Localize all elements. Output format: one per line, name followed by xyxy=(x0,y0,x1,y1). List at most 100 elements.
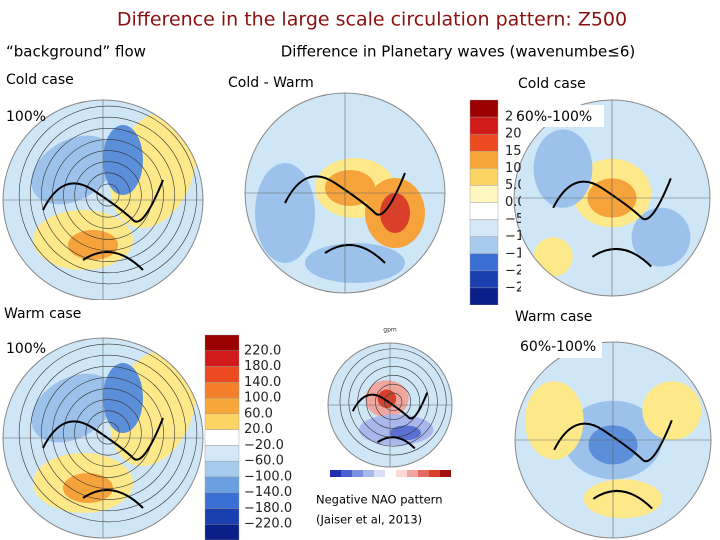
colorbar-label: −140.0 xyxy=(244,485,292,500)
colorbar-swatch xyxy=(469,133,499,152)
colorbar-label: 10.0 xyxy=(505,161,534,176)
inset-swatch xyxy=(363,470,374,477)
map-body xyxy=(3,100,203,300)
label: 60%-100% xyxy=(520,339,596,355)
map-anomaly xyxy=(103,125,143,195)
colorbar-label: −15 xyxy=(505,246,532,261)
label: 60%-100% xyxy=(516,109,592,125)
inset-swatch xyxy=(407,470,418,477)
map-contour xyxy=(74,161,142,229)
inset-swatch xyxy=(396,470,407,477)
map-edge xyxy=(2,337,204,539)
inset-unit: gpm xyxy=(383,327,397,334)
colorbar-label: −60.0 xyxy=(244,454,284,469)
colorbar-swatch xyxy=(469,202,499,220)
map-contour xyxy=(375,383,412,420)
polar-map xyxy=(0,330,205,540)
inset-caption: Negative NAO pattern xyxy=(316,493,443,507)
colorbar-swatch xyxy=(204,350,240,367)
inset-swatch xyxy=(418,470,429,477)
map-anomaly xyxy=(325,170,375,206)
colorbar-label: 140.0 xyxy=(244,375,281,390)
inset-swatch xyxy=(330,470,341,477)
label: Cold case xyxy=(518,76,586,92)
colorbar-label: 20.0 xyxy=(244,422,273,437)
colorbar-label: −25 xyxy=(505,280,532,295)
colorbar-swatch xyxy=(204,334,240,351)
map-coast xyxy=(284,172,406,264)
map-contour xyxy=(29,116,187,274)
map-edge xyxy=(244,92,446,294)
label: Warm case xyxy=(515,309,592,325)
map-anomaly xyxy=(533,129,593,208)
colorbars: 25.020.015.010.05.000.00−5.0−10−15−20−25… xyxy=(204,99,534,540)
map-contour xyxy=(29,354,187,512)
colorbar-swatch xyxy=(469,236,499,254)
map-contour xyxy=(74,399,142,467)
map-anomaly xyxy=(533,237,573,277)
colorbar: 25.020.015.010.05.000.00−5.0−10−15−20−25 xyxy=(469,99,534,305)
colorbar-swatch xyxy=(469,99,499,118)
colorbar-swatch xyxy=(204,492,240,509)
colorbar-swatch xyxy=(469,151,499,169)
map-contour xyxy=(96,183,120,207)
maps xyxy=(0,92,720,540)
map-body xyxy=(515,342,711,538)
map-anomaly xyxy=(642,381,702,440)
colorbar-label: 20.0 xyxy=(505,127,534,142)
label: 100% xyxy=(6,341,46,357)
inset-swatch xyxy=(341,470,352,477)
label-bg xyxy=(512,105,604,127)
label: Cold case xyxy=(6,72,74,88)
map-contour xyxy=(85,172,131,218)
label-bg xyxy=(514,336,602,358)
colorbar-label: −10 xyxy=(505,229,532,244)
colorbar-swatch xyxy=(469,287,499,305)
map-body xyxy=(328,343,452,467)
colorbar-label: −20.0 xyxy=(244,438,284,453)
map-contour xyxy=(18,343,198,523)
colorbar-swatch xyxy=(469,168,499,186)
map-contour xyxy=(96,421,120,445)
map-edge xyxy=(513,99,711,297)
map-contour xyxy=(41,366,175,500)
colorbar-swatch xyxy=(204,382,240,399)
slide-title: Difference in the large scale circulatio… xyxy=(117,9,627,31)
map-contour xyxy=(366,375,420,429)
colorbar-label: −20 xyxy=(505,263,532,278)
inset-swatch xyxy=(429,470,440,477)
inset-swatch xyxy=(385,470,396,477)
label-bg xyxy=(512,72,596,94)
map-contour xyxy=(63,150,153,240)
polar-map xyxy=(315,315,465,485)
colorbar-swatch xyxy=(469,270,499,289)
polar-map xyxy=(225,92,465,300)
map-anomaly xyxy=(103,363,143,433)
polar-map xyxy=(505,341,720,540)
map-anomaly xyxy=(63,473,113,503)
map-anomaly xyxy=(305,243,405,283)
colorbar-label: −100.0 xyxy=(244,469,292,484)
map-coast xyxy=(552,178,672,268)
map-anomaly xyxy=(583,479,662,519)
map-anomaly xyxy=(390,425,421,441)
label: Warm case xyxy=(4,306,81,322)
colorbar-swatch xyxy=(469,185,499,203)
map-contour xyxy=(41,128,175,262)
colorbar-label: 220.0 xyxy=(244,343,281,358)
colorbar-swatch xyxy=(204,429,240,446)
colorbar-swatch xyxy=(204,460,240,478)
map-body xyxy=(3,338,203,538)
map-coast xyxy=(553,420,673,510)
label-bg xyxy=(510,305,602,329)
colorbar-swatch xyxy=(204,508,240,525)
colorbar-swatch xyxy=(469,116,499,135)
colorbar-swatch xyxy=(204,397,240,415)
map-coast xyxy=(42,417,164,509)
colorbar-swatch xyxy=(469,219,499,237)
left-header: “background” flow xyxy=(6,43,146,61)
colorbar-label: 100.0 xyxy=(244,391,281,406)
colorbar-label: −220.0 xyxy=(244,517,292,532)
colorbar-label: 0.00 xyxy=(505,195,534,210)
